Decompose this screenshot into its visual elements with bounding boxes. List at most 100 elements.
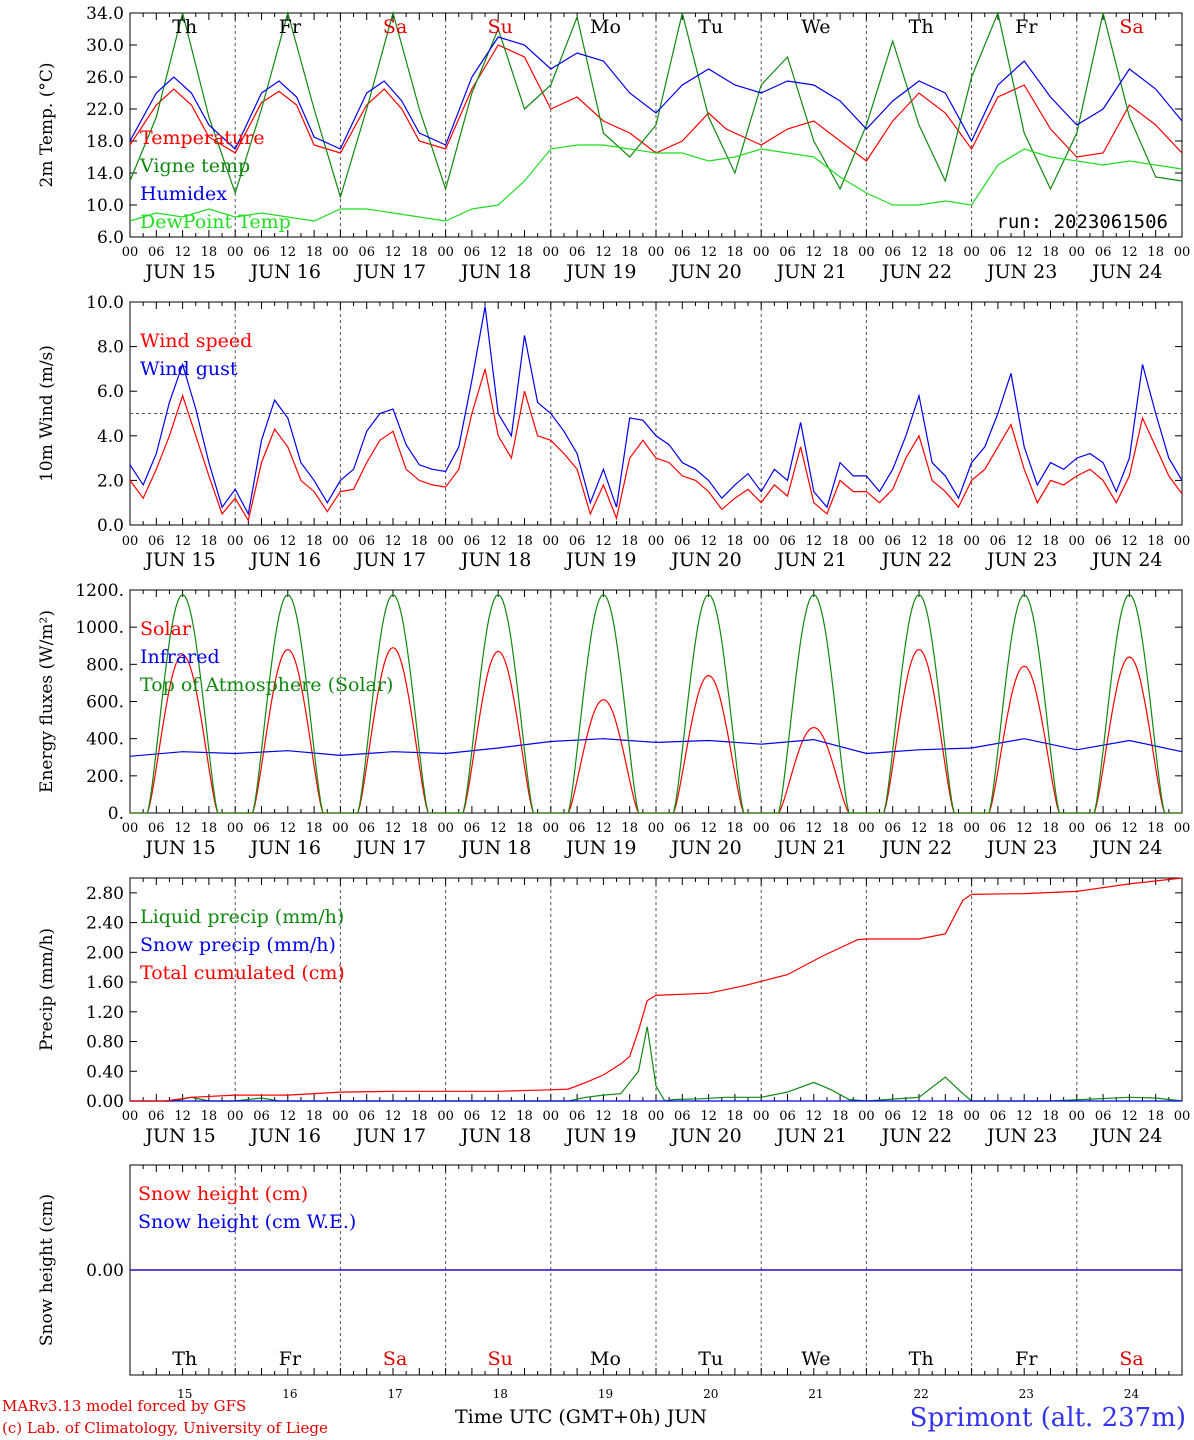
date-label: JUN 23 — [985, 549, 1057, 571]
hour-label: 12 — [385, 821, 402, 836]
day-name: Fr — [279, 1348, 302, 1370]
hour-label: 00 — [1069, 534, 1086, 549]
hour-label: 12 — [700, 1109, 717, 1124]
hour-label: 18 — [1147, 534, 1164, 549]
hour-label: 06 — [464, 245, 481, 260]
hour-label: 12 — [911, 245, 928, 260]
y-tick-label: 18.0 — [86, 132, 124, 152]
hour-label: 06 — [253, 821, 270, 836]
hour-label: 00 — [858, 1109, 875, 1124]
hour-label: 18 — [306, 534, 323, 549]
hour-label: 06 — [779, 821, 796, 836]
hour-label: 06 — [253, 245, 270, 260]
hour-label: 06 — [779, 1109, 796, 1124]
day-name: We — [801, 1348, 830, 1370]
day-name: Su — [488, 1348, 513, 1370]
date-label: JUN 18 — [459, 549, 531, 571]
hour-label: 00 — [648, 1109, 665, 1124]
hour-label: 18 — [621, 245, 638, 260]
date-number: 18 — [493, 1387, 508, 1401]
hour-label: 18 — [727, 245, 744, 260]
hour-label: 06 — [779, 245, 796, 260]
model-credit: MARv3.13 model forced by GFS — [2, 1397, 247, 1415]
y-tick-label: 0. — [108, 804, 124, 824]
hour-label: 00 — [332, 534, 349, 549]
hour-label: 12 — [490, 534, 507, 549]
hour-label: 06 — [674, 821, 691, 836]
date-label: JUN 18 — [459, 837, 531, 859]
hour-label: 00 — [437, 245, 454, 260]
date-label: JUN 17 — [354, 549, 426, 571]
hour-label: 06 — [990, 821, 1007, 836]
y-tick-label: 22.0 — [86, 100, 124, 120]
series-line-wind-speed — [129, 368, 1183, 523]
hour-label: 12 — [911, 1109, 928, 1124]
date-label: JUN 16 — [248, 549, 320, 571]
hour-label: 18 — [832, 245, 849, 260]
y-tick-label: 26.0 — [86, 68, 124, 88]
hour-label: 06 — [358, 534, 375, 549]
hour-label: 18 — [1042, 821, 1059, 836]
hour-label: 12 — [174, 1109, 191, 1124]
y-tick-label: 1.60 — [86, 973, 124, 993]
date-label: JUN 16 — [248, 1125, 320, 1147]
y-axis-label: 2m Temp. (°C) — [37, 62, 57, 187]
hour-label: 06 — [148, 534, 165, 549]
hour-label: 18 — [727, 1109, 744, 1124]
legend-entry: Humidex — [140, 183, 227, 205]
hour-label: 18 — [411, 245, 428, 260]
hour-label: 00 — [1174, 821, 1191, 836]
day-name: Th — [172, 1348, 197, 1370]
date-label: JUN 15 — [143, 1125, 215, 1147]
hour-label: 06 — [779, 534, 796, 549]
hour-label: 06 — [884, 245, 901, 260]
hour-label: 12 — [911, 534, 928, 549]
hour-label: 00 — [543, 534, 560, 549]
hour-label: 00 — [1069, 821, 1086, 836]
hour-label: 00 — [227, 245, 244, 260]
day-name: Su — [488, 16, 513, 38]
hour-label: 18 — [516, 245, 533, 260]
series-line-top-of-atmosphere-solar- — [130, 593, 1182, 814]
date-label: JUN 19 — [564, 837, 636, 859]
hour-label: 00 — [648, 534, 665, 549]
hour-label: 06 — [148, 821, 165, 836]
hour-label: 12 — [700, 534, 717, 549]
hour-label: 06 — [464, 534, 481, 549]
hour-label: 12 — [385, 1109, 402, 1124]
date-label: JUN 21 — [774, 549, 846, 571]
hour-label: 06 — [253, 1109, 270, 1124]
hour-label: 18 — [937, 1109, 954, 1124]
hour-label: 00 — [963, 534, 980, 549]
date-label: JUN 22 — [880, 1125, 952, 1147]
date-number: 15 — [177, 1387, 192, 1401]
hour-label: 00 — [122, 821, 139, 836]
day-name: Tu — [698, 16, 723, 38]
legend-entry: Top of Atmosphere (Solar) — [140, 674, 393, 696]
hour-label: 00 — [1174, 534, 1191, 549]
series-line-dewpoint-temp — [129, 144, 1183, 222]
panel-temp: 6.0 10.0 14.0 18.0 22.0 26.0 30.0 34.0 2m Temp. … — [37, 4, 1190, 283]
hour-label: 06 — [569, 245, 586, 260]
hour-label: 12 — [280, 1109, 297, 1124]
hour-label: 06 — [569, 1109, 586, 1124]
hour-label: 12 — [1121, 1109, 1138, 1124]
date-number: 17 — [387, 1387, 402, 1401]
day-name: Th — [172, 16, 197, 38]
hour-label: 18 — [832, 821, 849, 836]
hour-label: 00 — [963, 245, 980, 260]
hour-label: 06 — [148, 245, 165, 260]
hour-label: 00 — [122, 534, 139, 549]
hour-label: 18 — [621, 1109, 638, 1124]
hour-label: 00 — [543, 1109, 560, 1124]
hour-label: 00 — [332, 821, 349, 836]
hour-label: 00 — [122, 245, 139, 260]
hour-label: 06 — [884, 821, 901, 836]
hour-label: 18 — [1147, 821, 1164, 836]
hour-label: 06 — [358, 1109, 375, 1124]
date-label: JUN 17 — [354, 837, 426, 859]
day-name: Sa — [1119, 16, 1143, 38]
hour-label: 18 — [621, 821, 638, 836]
x-axis-label: Time UTC (GMT+0h) JUN — [455, 1406, 707, 1428]
hour-label: 18 — [1147, 1109, 1164, 1124]
